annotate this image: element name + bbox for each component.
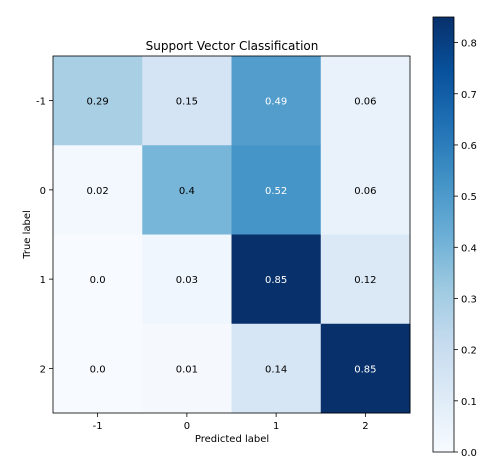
y-axis-label: True label <box>22 210 33 260</box>
cell-value-label: 0.85 <box>354 364 376 375</box>
colorbar <box>432 16 455 453</box>
cell-value-label: 0.4 <box>179 186 195 197</box>
cell-value-label: 0.12 <box>354 275 376 286</box>
cell-value-label: 0.0 <box>90 364 106 375</box>
heatmap-cell-labels: 0.29 0.15 0.49 0.06 0.02 0.4 0.52 0.06 0.0 0.03 0.… <box>86 97 376 376</box>
heatmap-cell <box>320 323 411 414</box>
heatmap-cell <box>231 234 322 325</box>
heatmap-cell <box>53 145 143 235</box>
heatmap-cells <box>53 56 411 414</box>
x-tick-label: 0 <box>184 421 190 432</box>
colorbar-ticks: 0.0 0.1 0.2 0.3 0.4 0.5 0.6 0.7 0.8 <box>454 39 477 459</box>
heatmap-cell <box>142 323 232 414</box>
cell-value-label: 0.14 <box>265 364 287 375</box>
x-axis-label: Predicted label <box>195 434 269 445</box>
y-axis-ticks: -1 0 1 2 <box>36 97 53 375</box>
cell-value-label: 0.85 <box>265 275 287 286</box>
heatmap-cell <box>53 234 143 325</box>
x-tick-label: -1 <box>93 421 103 432</box>
colorbar-tick-label: 0.7 <box>461 90 477 101</box>
heatmap-cell <box>231 323 322 414</box>
heatmap-cell <box>53 323 143 414</box>
chart-title: Support Vector Classification <box>146 39 319 53</box>
colorbar-tick-label: 0.5 <box>461 192 477 203</box>
cell-value-label: 0.15 <box>176 97 198 108</box>
heatmap-cell <box>142 234 232 325</box>
heatmap-cell <box>320 56 411 146</box>
cell-value-label: 0.02 <box>86 186 108 197</box>
cell-value-label: 0.03 <box>176 275 198 286</box>
cell-value-label: 0.29 <box>86 97 108 108</box>
x-tick-label: 1 <box>273 421 279 432</box>
cell-value-label: 0.06 <box>354 186 376 197</box>
heatmap-cell <box>53 56 143 146</box>
colorbar-tick-label: 0.0 <box>461 448 477 459</box>
heatmap-cell <box>231 145 322 235</box>
colorbar-tick-label: 0.6 <box>461 141 477 152</box>
heatmap-cell <box>142 56 232 146</box>
x-axis-ticks: -1 0 1 2 <box>93 413 369 432</box>
colorbar-tick-label: 0.3 <box>461 294 477 305</box>
cell-value-label: 0.49 <box>265 97 287 108</box>
heatmap-cell <box>142 145 232 235</box>
cell-value-label: 0.0 <box>90 275 106 286</box>
cell-value-label: 0.52 <box>265 186 287 197</box>
colorbar-tick-label: 0.1 <box>461 397 477 408</box>
cell-value-label: 0.01 <box>176 364 198 375</box>
y-tick-label: 2 <box>40 364 46 375</box>
cell-value-label: 0.06 <box>354 97 376 108</box>
heatmap-cell <box>320 145 411 235</box>
y-tick-label: 1 <box>40 275 46 286</box>
y-tick-label: -1 <box>36 97 46 108</box>
plot-frame <box>52 55 411 414</box>
heatmap-cell <box>231 56 322 146</box>
heatmap-cell <box>320 234 411 325</box>
colorbar-tick-label: 0.4 <box>461 243 477 254</box>
x-tick-label: 2 <box>362 421 368 432</box>
colorbar-tick-label: 0.2 <box>461 346 477 357</box>
colorbar-tick-label: 0.8 <box>461 39 477 50</box>
y-tick-label: 0 <box>40 186 46 197</box>
